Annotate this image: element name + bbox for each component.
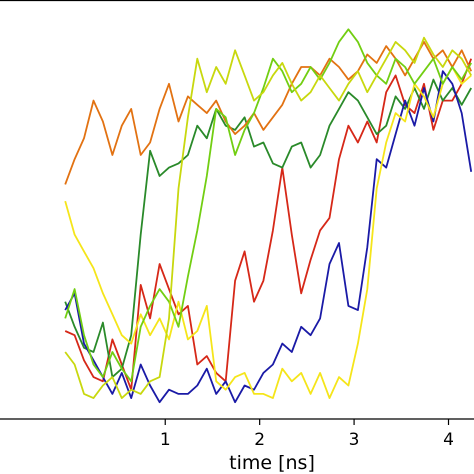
- series-line-5: [64, 41, 473, 185]
- x-tick-label-4: 4: [443, 430, 454, 450]
- series-line-6: [64, 28, 472, 383]
- x-axis-label: time [ns]: [229, 452, 315, 474]
- x-tick-label-1: 1: [160, 430, 171, 450]
- series-line-3: [64, 70, 473, 404]
- x-tick-label-3: 3: [349, 430, 360, 450]
- series-line-4: [64, 66, 472, 400]
- x-tick-label-2: 2: [254, 430, 265, 450]
- series-layer: [64, 28, 473, 404]
- series-line-7: [64, 36, 472, 400]
- x-ticks: 1 2 3 4: [160, 419, 454, 450]
